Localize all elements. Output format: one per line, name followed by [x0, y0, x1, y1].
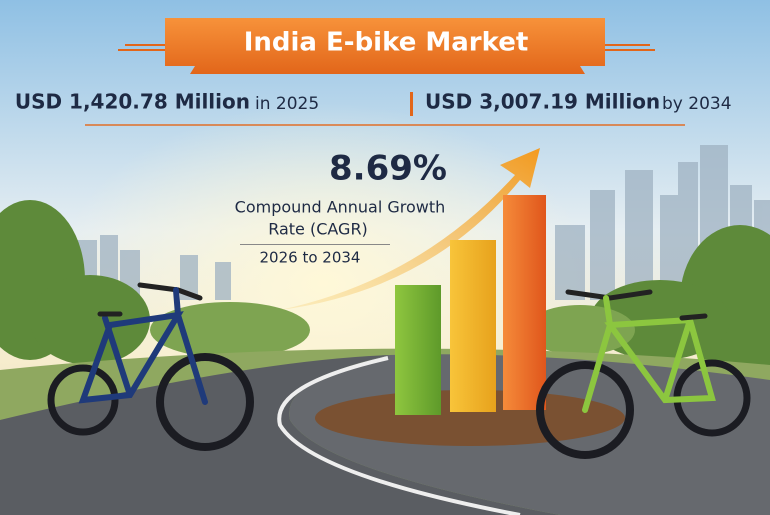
road-line — [277, 356, 521, 515]
growth-bar — [503, 195, 546, 410]
road-left — [0, 355, 560, 515]
cagr-divider — [240, 244, 390, 245]
growth-bar — [450, 240, 496, 412]
ebike-green — [536, 289, 751, 459]
stat-period: by 2034 — [662, 94, 732, 114]
cagr-period: 2026 to 2034 — [260, 249, 361, 267]
stat-period: in 2025 — [255, 94, 319, 114]
growth-bar — [395, 285, 441, 415]
title: India E-bike Market — [244, 28, 529, 58]
cagr-label: Compound Annual Growth — [235, 198, 446, 217]
stat-divider — [410, 92, 413, 116]
stat-underline — [85, 124, 685, 126]
growth-arrow — [280, 148, 540, 310]
banner-lines — [118, 44, 655, 51]
title-banner — [165, 18, 605, 74]
stat-amount: USD 3,007.19 Million — [425, 90, 660, 114]
ebike-blue — [47, 282, 254, 451]
stat-amount: USD 1,420.78 Million — [15, 90, 250, 114]
cagr-label: Rate (CAGR) — [268, 220, 368, 239]
cagr-value: 8.69% — [329, 149, 447, 189]
